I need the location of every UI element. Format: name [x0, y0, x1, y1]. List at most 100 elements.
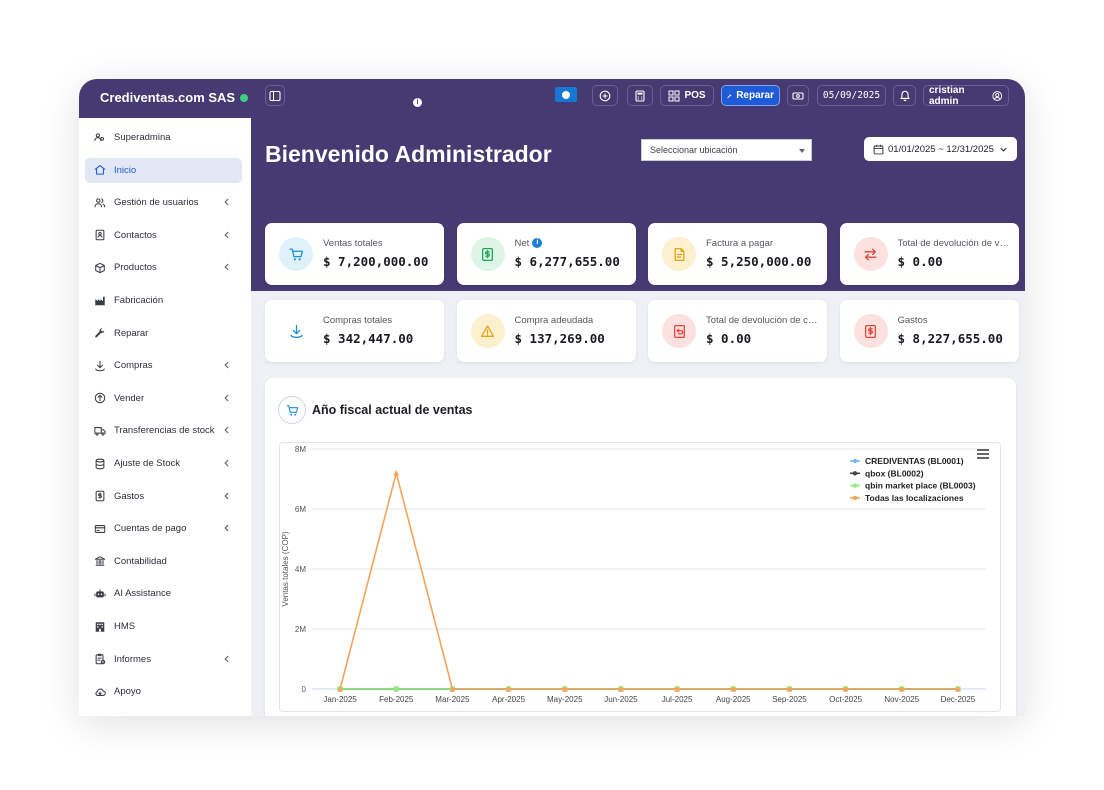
data-point — [505, 686, 512, 692]
date-range-picker[interactable]: 01/01/2025 ~ 12/31/2025 — [864, 137, 1017, 161]
info-icon[interactable]: i — [413, 98, 422, 107]
legend-marker — [852, 483, 858, 488]
legend-label: qbin market place (BL0003) — [865, 481, 976, 491]
sidebar-item-contabilidad[interactable]: Contabilidad — [85, 549, 242, 574]
grid-icon — [668, 90, 680, 101]
sidebar-item-label: Superadmina — [114, 132, 171, 143]
users-cog-icon — [93, 131, 107, 145]
brand[interactable]: Crediventas.com SAS — [100, 90, 249, 105]
stat-label-text: Gastos — [897, 315, 928, 326]
calendar-icon — [873, 144, 884, 154]
sidebar-item-compras[interactable]: Compras — [85, 353, 242, 378]
notifications-button[interactable] — [893, 85, 916, 106]
chevron-left-icon — [222, 491, 232, 501]
sidebar-item-ajuste-de-stock[interactable]: Ajuste de Stock — [85, 451, 242, 476]
calculator-button[interactable] — [627, 85, 653, 106]
stat-label: Compras totales — [323, 315, 435, 326]
chevron-left-icon — [222, 262, 232, 272]
sidebar-item-vender[interactable]: Vender — [85, 386, 242, 411]
database-icon — [93, 457, 107, 471]
sidebar-item-productos[interactable]: Productos — [85, 255, 242, 280]
stat-label: Compra adeudada — [515, 315, 627, 326]
users-icon — [93, 196, 107, 210]
chevron-left-icon — [222, 230, 232, 240]
sidebar-item-label: Gastos — [114, 490, 145, 502]
sidebar-item-gesti-n-de-usuarios[interactable]: Gestión de usuarios — [85, 190, 242, 215]
robot-icon — [93, 587, 107, 601]
user-name: cristian admin — [929, 84, 965, 107]
stat-label-text: Compra adeudada — [514, 315, 594, 326]
x-tick-label: Nov-2025 — [884, 695, 919, 704]
chevron-left-icon — [222, 654, 232, 664]
upload-icon — [93, 391, 107, 405]
chevron-left-icon — [222, 425, 232, 435]
download-icon — [279, 314, 313, 348]
user-menu-button[interactable]: cristian admin — [923, 84, 1009, 107]
stat-card: Factura a pagar $ 5,250,000.00 — [648, 223, 827, 285]
sidebar-item-hms[interactable]: HMS — [85, 614, 242, 639]
sidebar-item-ai-assistance[interactable]: AI Assistance — [85, 581, 242, 606]
repair-button[interactable]: Reparar — [721, 85, 780, 106]
stat-value: $ 0.00 — [706, 331, 752, 346]
y-axis-label: Ventas totales (COP) — [281, 531, 290, 606]
sidebar-item-label: Apoyo — [114, 686, 141, 698]
stat-label-text: Ventas totales — [323, 238, 383, 249]
online-status-dot — [240, 93, 249, 102]
bank-icon — [93, 554, 107, 568]
pos-label: POS — [684, 90, 706, 101]
sidebar-item-transferencias-de-stock[interactable]: Transferencias de stock — [85, 418, 242, 443]
legend-marker — [852, 471, 858, 476]
address-book-icon — [93, 228, 107, 242]
chart-menu-icon[interactable] — [977, 449, 989, 459]
sales-line-chart: 0 2M 4M 6M 8M Jan-2025 Feb-2025 Mar-2025 Apr-202… — [281, 445, 989, 704]
sidebar-item-inicio[interactable]: Inicio — [85, 157, 242, 183]
stat-value: $ 5,250,000.00 — [706, 254, 812, 269]
location-select-value: Seleccionar ubicación — [650, 145, 738, 155]
x-tick-label: Aug-2025 — [716, 695, 751, 704]
pos-button[interactable]: POS — [660, 85, 714, 106]
chevron-left-icon — [222, 360, 232, 370]
return-doc-icon — [662, 314, 696, 348]
sidebar-item-contactos[interactable]: Contactos — [85, 223, 242, 248]
top-bar: Crediventas.com SAS i POS Reparar 05/09/… — [79, 79, 1025, 118]
stat-value: $ 0.00 — [897, 254, 943, 269]
wrench-icon — [93, 326, 107, 340]
sidebar-item-label: Ajuste de Stock — [114, 458, 181, 469]
date-range-value: 01/01/2025 ~ 12/31/2025 — [888, 143, 994, 155]
location-select[interactable]: Seleccionar ubicación — [641, 139, 812, 161]
stat-label: Gastos — [898, 315, 1010, 326]
sidebar-toggle-button[interactable] — [265, 85, 285, 106]
stat-label: Factura a pagar — [706, 238, 818, 249]
sidebar-item-gastos[interactable]: Gastos — [85, 484, 242, 509]
stat-label: Ventas totales — [323, 238, 435, 249]
x-tick-label: Oct-2025 — [829, 695, 862, 704]
stat-value: $ 137,269.00 — [514, 331, 605, 346]
info-icon[interactable]: i — [532, 238, 543, 248]
chevron-left-icon — [222, 523, 232, 533]
sidebar-item-fabricaci-n[interactable]: Fabricación — [85, 288, 242, 313]
sidebar-item-superadmina[interactable]: Superadmina — [85, 125, 242, 150]
x-tick-label: Jun-2025 — [604, 695, 638, 704]
download-app-button[interactable] — [555, 87, 577, 102]
sales-chart-title: Año fiscal actual de ventas — [312, 403, 473, 417]
sidebar-item-apoyo[interactable]: Apoyo — [85, 679, 242, 704]
cash-register-button[interactable] — [787, 85, 809, 106]
legend-marker — [852, 458, 858, 464]
x-tick-label: May-2025 — [547, 695, 583, 704]
stat-label-text: Factura a pagar — [706, 238, 774, 249]
sidebar-item-informes[interactable]: Informes — [85, 647, 242, 672]
data-point — [617, 686, 624, 692]
data-point — [561, 686, 568, 692]
money-icon — [792, 91, 804, 100]
credit-card-icon — [93, 522, 107, 536]
y-tick-label: 8M — [295, 445, 306, 454]
sidebar-item-reparar[interactable]: Reparar — [85, 321, 242, 346]
sidebar-item-cuentas-de-pago[interactable]: Cuentas de pago — [85, 516, 242, 541]
x-tick-label: Dec-2025 — [941, 695, 976, 704]
add-button[interactable] — [592, 85, 618, 106]
stat-value: $ 342,447.00 — [323, 331, 414, 346]
data-point — [393, 686, 399, 692]
stat-label-text: Total de devolución de compra — [706, 315, 818, 326]
stat-card: Gastos $ 8,227,655.00 — [839, 300, 1019, 362]
sidebar-item-label: Inicio — [114, 164, 137, 176]
